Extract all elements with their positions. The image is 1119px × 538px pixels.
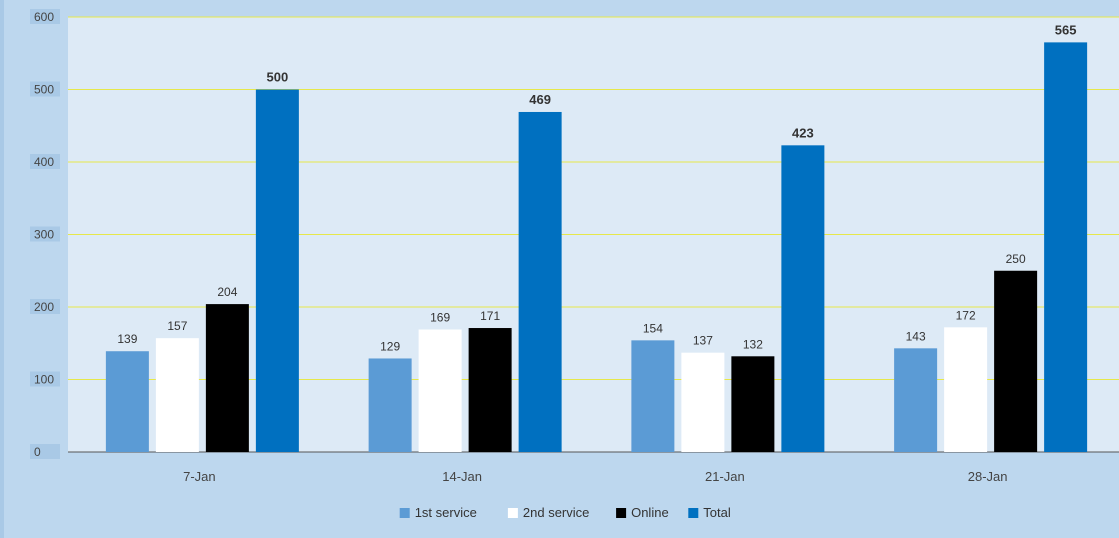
y-tick-label: 200 [34, 300, 54, 314]
data-label: 139 [117, 332, 137, 346]
legend-swatch [507, 508, 518, 518]
data-label: 172 [956, 308, 976, 322]
data-label: 469 [529, 92, 551, 107]
bar-total [518, 111, 562, 452]
bar-2nd-service [681, 352, 725, 452]
legend-swatch [616, 508, 627, 518]
data-label: 204 [217, 285, 237, 299]
bar-total [255, 89, 299, 452]
data-label: 565 [1055, 22, 1077, 37]
bar-online [731, 356, 775, 452]
y-tick-label-bg [30, 299, 60, 314]
y-tick-label-bg [30, 226, 60, 242]
x-tick-label: 21-Jan [705, 469, 745, 484]
data-label: 423 [792, 125, 814, 140]
data-label: 171 [480, 309, 500, 323]
data-label: 250 [1006, 252, 1026, 266]
y-tick-label-bg [30, 9, 60, 24]
data-label: 143 [906, 329, 926, 343]
legend-label: Online [631, 505, 669, 520]
x-tick-label: 7-Jan [183, 469, 216, 484]
bar-2nd-service [944, 327, 988, 452]
bar-1st-service [631, 340, 675, 452]
bar-1st-service [105, 351, 149, 452]
bar-1st-service [894, 348, 938, 452]
bar-2nd-service [155, 338, 199, 452]
bar-1st-service [368, 358, 412, 452]
x-tick-label: 14-Jan [442, 469, 482, 484]
y-tick-label-bg [30, 154, 60, 169]
data-label: 129 [380, 339, 400, 353]
y-tick-label-bg [30, 371, 60, 387]
data-label: 500 [267, 70, 289, 85]
x-tick-label: 28-Jan [968, 469, 1008, 484]
legend-label: 1st service [415, 505, 477, 520]
bar-total [781, 145, 825, 452]
legend-swatch [399, 508, 410, 518]
y-tick-label: 0 [34, 445, 41, 459]
bar-online [205, 304, 249, 452]
left-edge-band [0, 0, 4, 538]
data-label: 137 [693, 334, 713, 348]
legend-swatch [688, 508, 699, 518]
y-tick-label: 500 [34, 83, 54, 97]
y-tick-label-bg [30, 444, 60, 459]
data-label: 154 [643, 321, 663, 335]
y-tick-label: 100 [34, 373, 54, 387]
legend-label: Total [703, 505, 731, 520]
data-label: 132 [743, 337, 763, 351]
y-tick-label: 300 [34, 228, 54, 242]
y-tick-label: 400 [34, 155, 54, 169]
bar-online [994, 270, 1038, 452]
y-tick-label: 600 [34, 10, 54, 24]
data-label: 169 [430, 310, 450, 324]
bar-online [468, 328, 512, 452]
y-tick-label-bg [30, 81, 60, 97]
bar-total [1044, 42, 1088, 452]
legend-label: 2nd service [523, 505, 589, 520]
data-label: 157 [167, 319, 187, 333]
bar-2nd-service [418, 329, 462, 452]
